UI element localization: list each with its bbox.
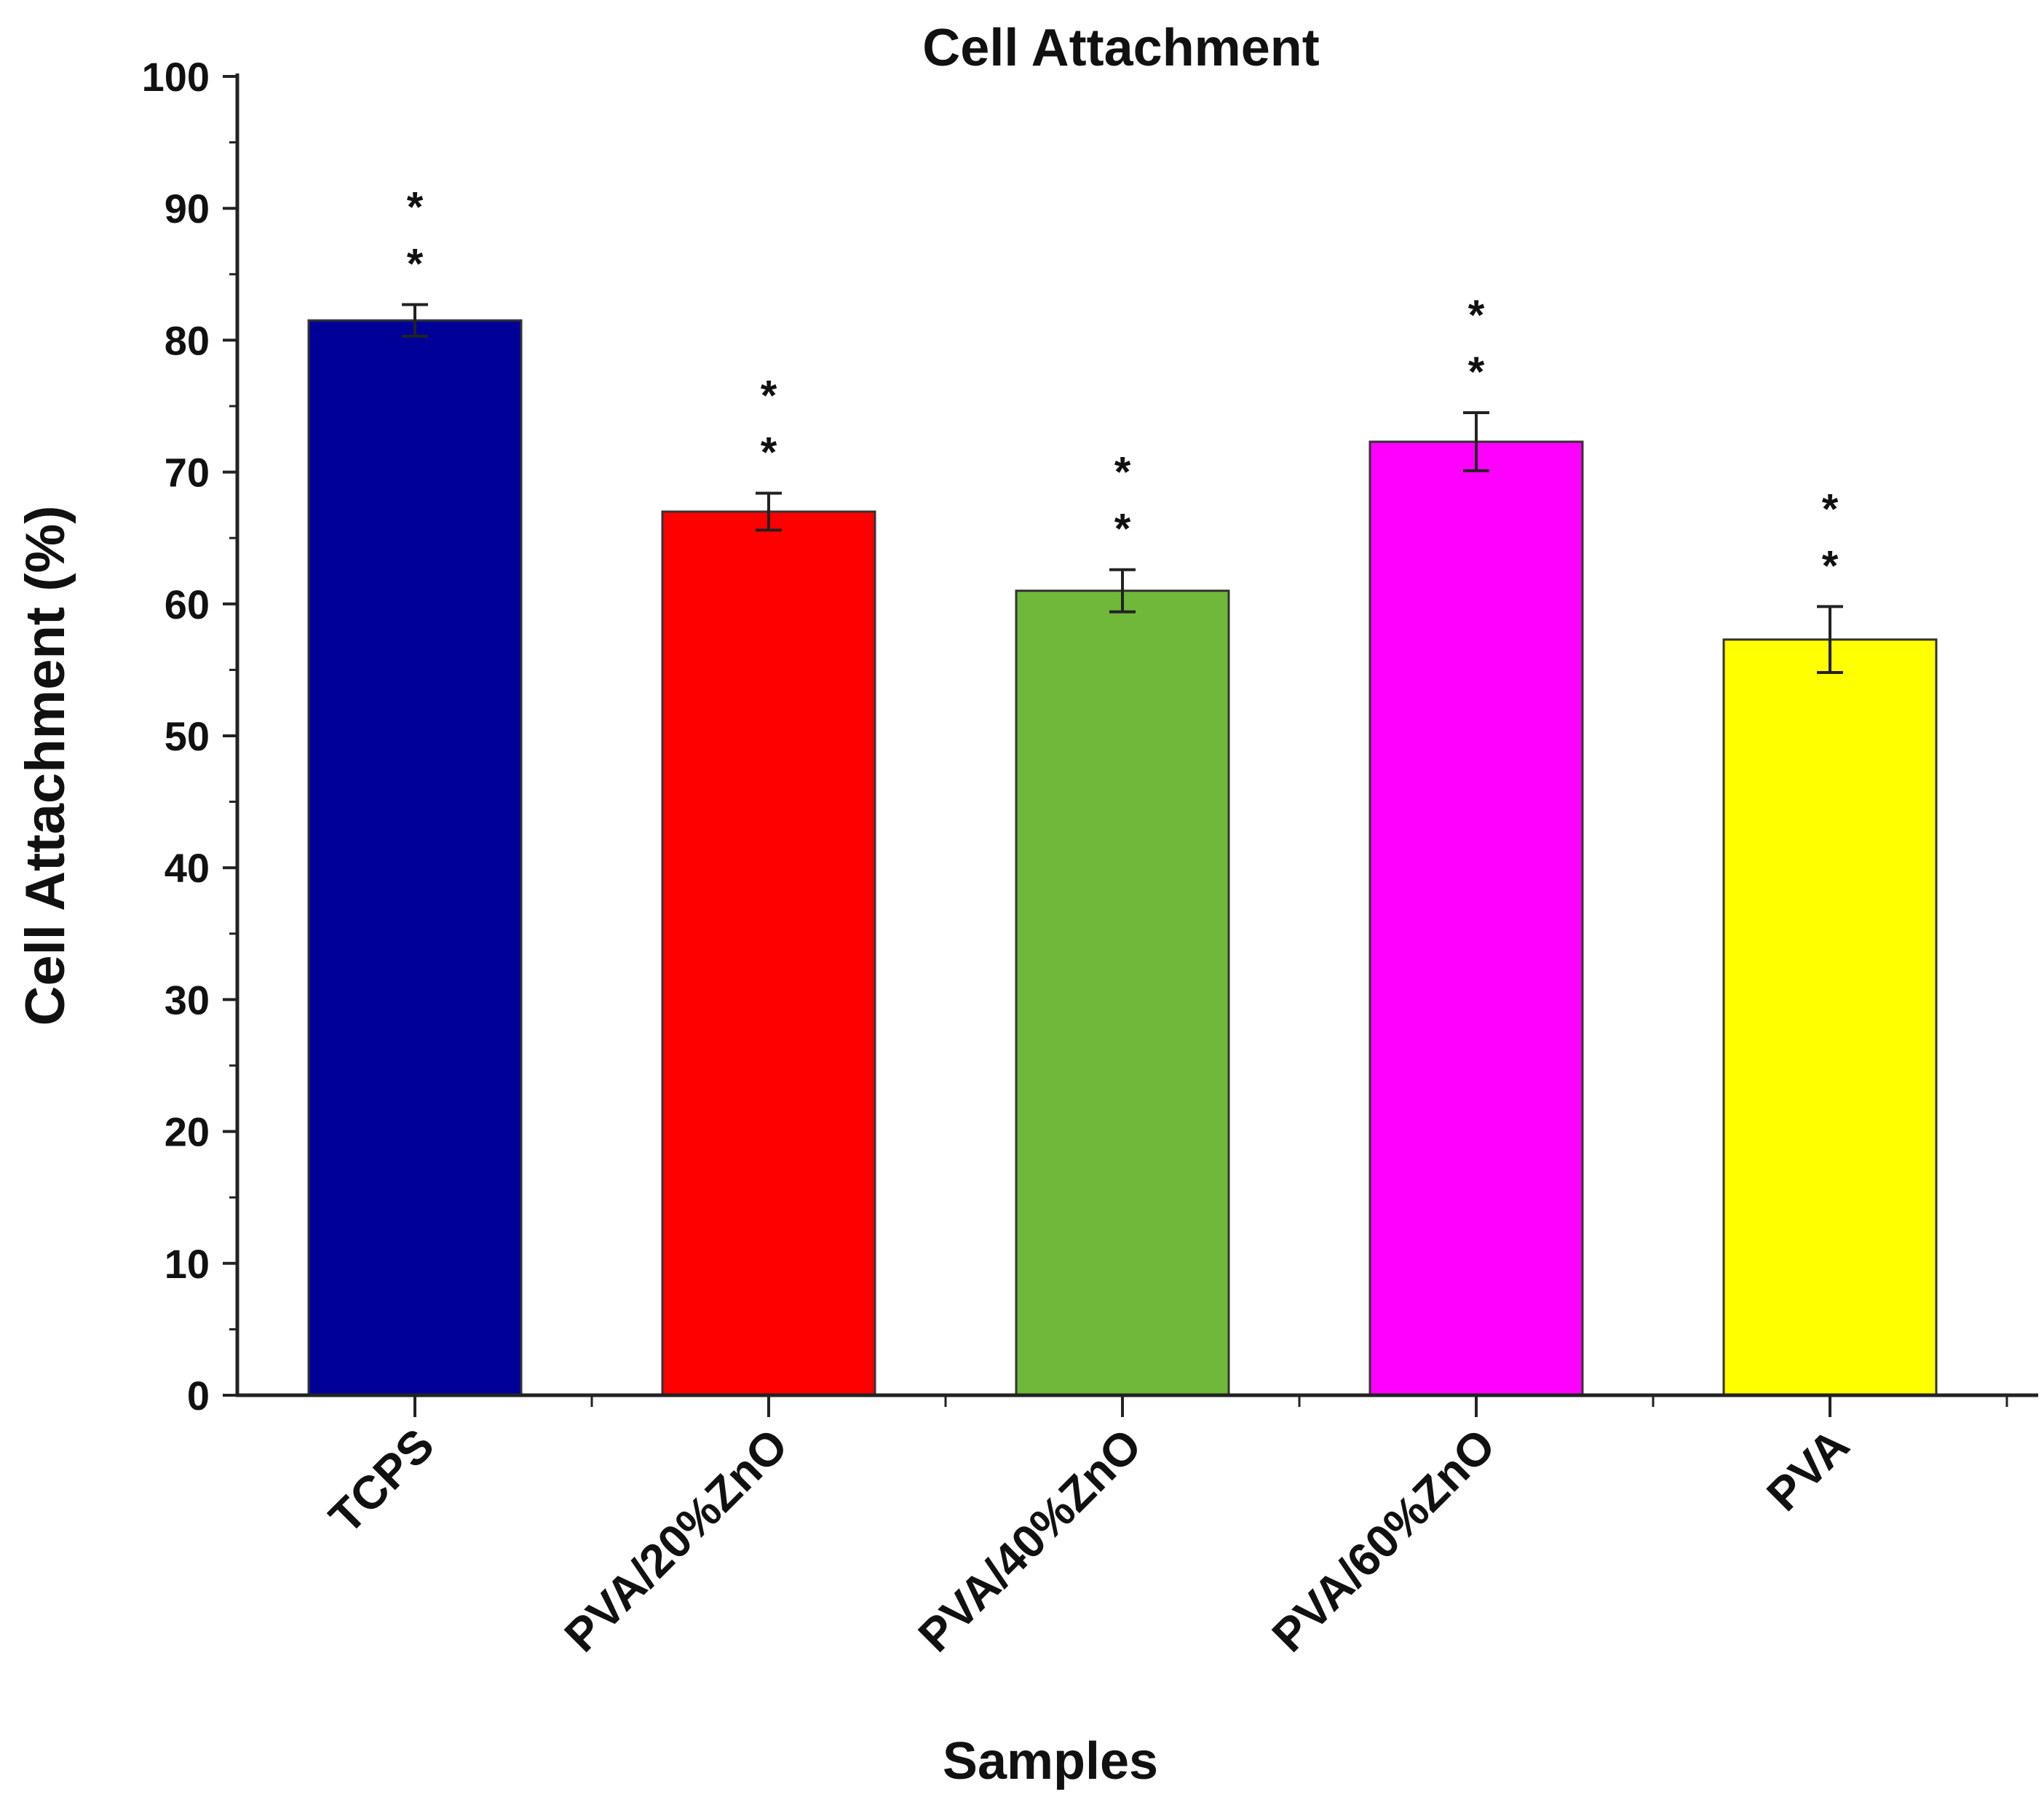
bar-4 <box>1368 440 1584 1397</box>
chart-title: Cell Attachment <box>922 19 1319 77</box>
y-tick-label-90: 90 <box>165 186 210 231</box>
significance-star-3-1: * <box>1114 506 1131 553</box>
significance-star-3-2: * <box>1114 449 1131 496</box>
y-tick-label-30: 30 <box>165 977 210 1023</box>
y-tick-label-20: 20 <box>165 1109 210 1155</box>
y-axis-label: Cell Attachment (%) <box>15 505 76 1026</box>
x-tick-label-1: TCPS <box>319 1419 444 1544</box>
bar-3 <box>1015 590 1230 1397</box>
y-tick-label-80: 80 <box>165 317 210 363</box>
significance-star-4-1: * <box>1468 349 1485 396</box>
significance-star-1-1: * <box>407 240 424 287</box>
significance-star-2-1: * <box>761 429 777 477</box>
x-axis-label: Samples <box>943 1732 1158 1790</box>
y-tick-label-60: 60 <box>165 582 210 627</box>
bar-2 <box>661 510 876 1397</box>
y-tick-label-50: 50 <box>165 713 210 759</box>
x-tick-label-4: PVA/60%ZnO <box>1262 1419 1505 1662</box>
y-tick-label-40: 40 <box>165 845 210 891</box>
x-tick-label-5: PVA <box>1756 1419 1859 1521</box>
plot-area: * * * * * * * * * * 0 10 20 30 40 50 60 70 80 90 100 TCPS PVA/… <box>142 54 2038 1662</box>
significance-star-1-2: * <box>407 183 424 231</box>
y-tick-label-100: 100 <box>142 54 210 100</box>
y-tick-label-70: 70 <box>165 450 210 496</box>
y-tick-label-0: 0 <box>187 1373 210 1419</box>
significance-star-4-2: * <box>1468 292 1485 339</box>
x-tick-label-3: PVA/40%ZnO <box>908 1419 1152 1662</box>
bar-5 <box>1722 638 1938 1397</box>
bar-1 <box>307 319 523 1397</box>
y-tick-label-10: 10 <box>165 1241 210 1287</box>
significance-star-2-2: * <box>761 373 777 420</box>
significance-star-5-2: * <box>1822 485 1839 533</box>
significance-star-5-1: * <box>1822 542 1839 590</box>
x-tick-label-2: PVA/20%ZnO <box>555 1419 798 1662</box>
